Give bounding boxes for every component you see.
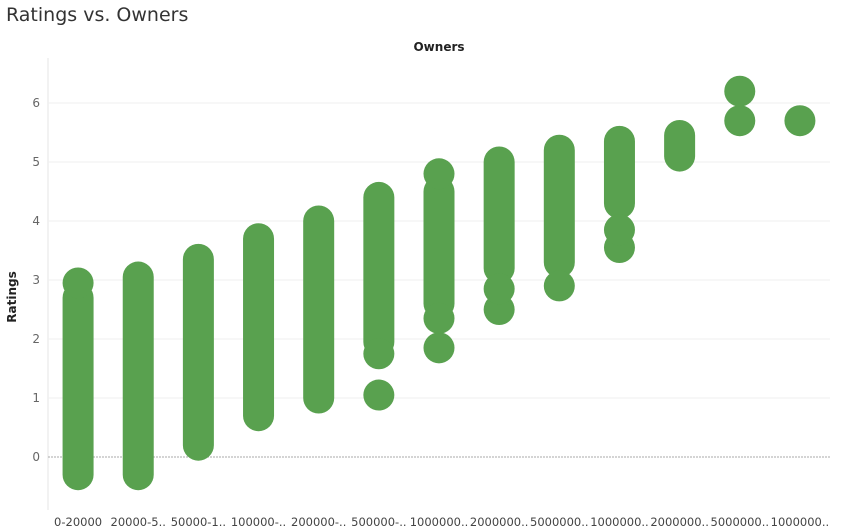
x-tick-label: 200000-.. xyxy=(291,515,346,529)
rating-points-band xyxy=(603,125,635,219)
y-tick-label: 4 xyxy=(32,214,40,228)
y-tick-label: 1 xyxy=(32,391,40,405)
rating-point xyxy=(423,158,455,190)
rating-point xyxy=(423,332,455,364)
x-tick-label: 1000000.. xyxy=(410,515,469,529)
y-tick-label: 6 xyxy=(32,96,40,110)
rating-point xyxy=(483,273,515,305)
rating-points-band xyxy=(243,223,275,432)
rating-points-band xyxy=(664,119,696,172)
x-tick-label: 100000-.. xyxy=(231,515,286,529)
y-tick-label: 5 xyxy=(32,155,40,169)
rating-point xyxy=(603,214,635,246)
y-tick-label: 2 xyxy=(32,332,40,346)
chart-title: Ratings vs. Owners xyxy=(6,4,189,26)
x-tick-label: 1000000.. xyxy=(771,515,830,529)
rating-points-band xyxy=(363,181,395,358)
x-tick-label: 5000000.. xyxy=(711,515,770,529)
x-tick-label: 20000-5.. xyxy=(111,515,166,529)
rating-point xyxy=(724,105,756,137)
rating-points-band xyxy=(122,261,154,491)
rating-point xyxy=(423,302,455,334)
rating-point xyxy=(363,338,395,370)
x-tick-label: 1000000.. xyxy=(590,515,649,529)
rating-points-band xyxy=(182,243,214,461)
rating-points-band xyxy=(62,282,94,491)
rating-point xyxy=(724,75,756,107)
rating-points-band xyxy=(483,146,515,284)
y-tick-label: 3 xyxy=(32,273,40,287)
top-axis-label: Owners xyxy=(413,40,465,54)
rating-point xyxy=(784,105,816,137)
rating-points-band xyxy=(423,176,455,320)
x-tick-label: 50000-1.. xyxy=(171,515,226,529)
x-tick-label: 5000000.. xyxy=(530,515,589,529)
x-tick-label: 2000000.. xyxy=(650,515,709,529)
x-tick-label: 500000-.. xyxy=(351,515,406,529)
rating-points-band xyxy=(303,205,335,414)
x-tick-label: 0-20000 xyxy=(54,515,102,529)
rating-point xyxy=(363,379,395,411)
rating-points-band xyxy=(543,134,575,278)
y-tick-label: 0 xyxy=(32,450,40,464)
rating-point xyxy=(543,270,575,302)
x-tick-label: 2000000.. xyxy=(470,515,529,529)
rating-point xyxy=(62,267,94,299)
